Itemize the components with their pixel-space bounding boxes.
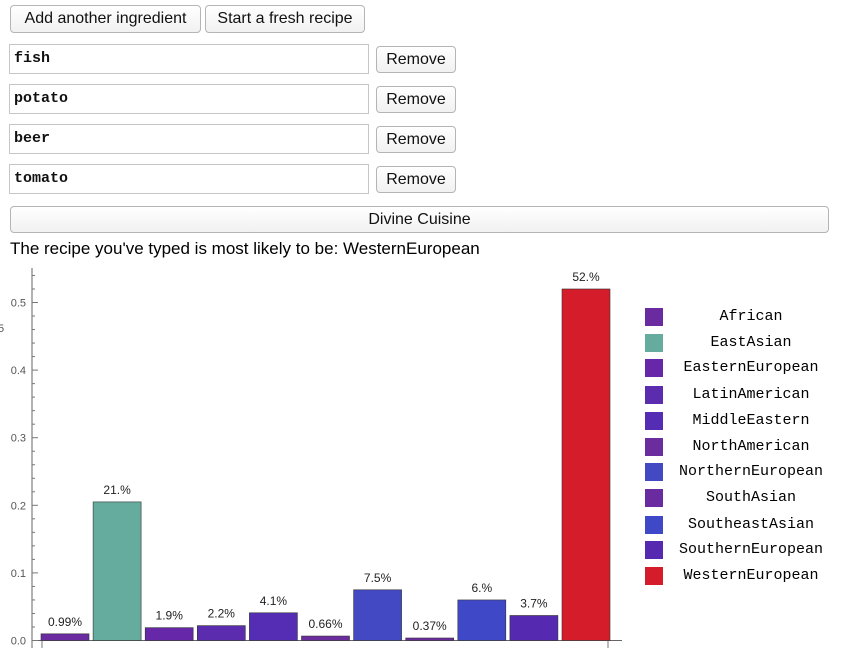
legend-label: SouthAsian xyxy=(705,489,796,506)
legend-item-WesternEuropean: WesternEuropean xyxy=(645,566,845,586)
data-label-SouthernEuropean: 3.7% xyxy=(520,596,548,610)
legend-label: MiddleEastern xyxy=(692,412,810,429)
bar-WesternEuropean xyxy=(561,288,611,641)
data-label-WesternEuropean: 52.% xyxy=(572,270,600,284)
legend-swatch xyxy=(645,359,663,377)
divine-cuisine-button[interactable]: Divine Cuisine xyxy=(10,206,829,233)
remove-button-1[interactable]: Remove xyxy=(376,46,456,73)
y-tick-label: 0.2 xyxy=(11,500,26,512)
legend-swatch xyxy=(645,567,663,585)
data-label-NorthernEuropean: 7.5% xyxy=(364,571,392,585)
remove-button-2[interactable]: Remove xyxy=(376,86,456,113)
data-label-EasternEuropean: 1.9% xyxy=(156,609,184,623)
remove-button-4[interactable]: Remove xyxy=(376,166,456,193)
legend-swatch xyxy=(645,541,663,559)
ingredient-input-1[interactable]: fish xyxy=(9,44,369,74)
bar-SouthAsian xyxy=(405,637,455,641)
add-ingredient-button[interactable]: Add another ingredient xyxy=(10,5,201,33)
ingredient-input-3[interactable]: beer xyxy=(9,124,369,154)
legend-label: SoutheastAsian xyxy=(687,516,815,533)
ingredient-input-2[interactable]: potato xyxy=(9,84,369,114)
bar-SoutheastAsian xyxy=(457,599,507,641)
legend-swatch xyxy=(645,308,663,326)
data-label-SouthAsian: 0.37% xyxy=(413,619,447,633)
data-label-NorthAmerican: 0.66% xyxy=(308,617,342,631)
legend-item-MiddleEastern: MiddleEastern xyxy=(645,411,845,431)
legend-item-NorthAmerican: NorthAmerican xyxy=(645,437,845,457)
legend-label: African xyxy=(719,308,783,325)
legend-label: EastAsian xyxy=(710,334,792,351)
y-tick-label: 0.4 xyxy=(11,365,26,377)
legend-swatch xyxy=(645,489,663,507)
data-label-SoutheastAsian: 6.% xyxy=(471,581,492,595)
legend-swatch xyxy=(645,463,663,481)
legend-label: SouthernEuropean xyxy=(678,541,824,558)
legend-item-SoutheastAsian: SoutheastAsian xyxy=(645,515,845,535)
bar-SouthernEuropean xyxy=(509,615,559,641)
legend-item-SouthAsian: SouthAsian xyxy=(645,488,845,508)
legend-swatch xyxy=(645,438,663,456)
legend-item-NorthernEuropean: NorthernEuropean xyxy=(645,462,845,482)
bar-NorthAmerican xyxy=(301,635,350,641)
legend-item-SouthernEuropean: SouthernEuropean xyxy=(645,540,845,560)
bar-EasternEuropean xyxy=(144,627,194,641)
legend-label: LatinAmerican xyxy=(692,386,810,403)
y-tick-label-clipped: 5 xyxy=(0,323,4,335)
legend-swatch xyxy=(645,386,663,404)
data-label-MiddleEastern: 4.1% xyxy=(260,594,288,608)
bar-MiddleEastern xyxy=(249,612,298,641)
legend-item-EasternEuropean: EasternEuropean xyxy=(645,358,845,378)
legend-item-EastAsian: EastAsian xyxy=(645,333,845,353)
bar-LatinAmerican xyxy=(197,625,246,641)
bar-EastAsian xyxy=(92,501,142,641)
data-label-EastAsian: 21.% xyxy=(103,483,131,497)
legend-item-African: African xyxy=(645,307,845,327)
legend-label: WesternEuropean xyxy=(683,567,819,584)
fresh-recipe-button[interactable]: Start a fresh recipe xyxy=(205,5,365,33)
data-label-African: 0.99% xyxy=(48,615,82,629)
legend-swatch xyxy=(645,412,663,430)
bar-African xyxy=(40,633,90,641)
legend-label: NorthernEuropean xyxy=(678,463,824,480)
legend-swatch xyxy=(645,516,663,534)
y-tick-label: 0.3 xyxy=(11,433,26,445)
ingredient-input-4[interactable]: tomato xyxy=(9,164,369,194)
result-text: The recipe you've typed is most likely t… xyxy=(10,239,480,258)
legend-item-LatinAmerican: LatinAmerican xyxy=(645,385,845,405)
cuisine-bar-chart: 0.0 0.1 0.2 0.3 0.4 0.5 5 0.99% 21.% 1.9% 2.2% 4.1%… xyxy=(0,268,622,648)
y-tick-label: 0.5 xyxy=(11,298,26,310)
y-tick-label: 0.0 xyxy=(11,636,26,648)
legend-swatch xyxy=(645,334,663,352)
data-label-LatinAmerican: 2.2% xyxy=(208,607,236,621)
y-tick-label: 0.1 xyxy=(11,568,26,580)
remove-button-3[interactable]: Remove xyxy=(376,126,456,153)
legend-label: NorthAmerican xyxy=(692,438,810,455)
legend-label: EasternEuropean xyxy=(683,359,819,376)
bar-NorthernEuropean xyxy=(353,589,402,641)
